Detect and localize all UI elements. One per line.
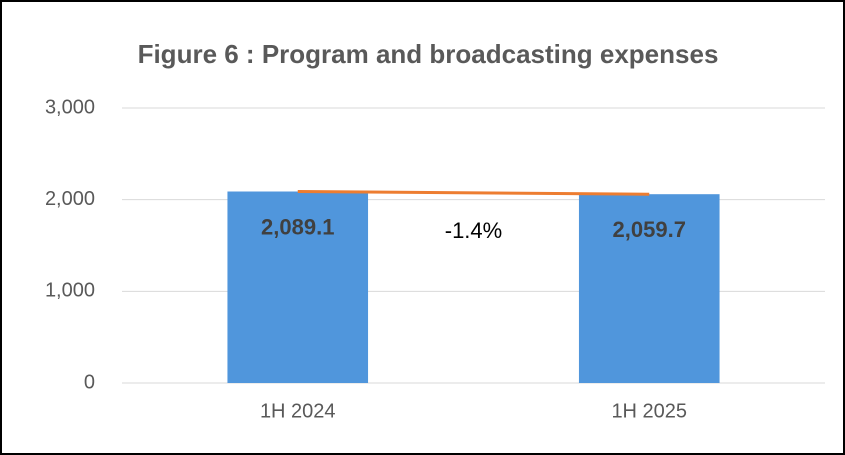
y-tick-label: 1,000 bbox=[45, 280, 95, 302]
chart-title: Figure 6 : Program and broadcasting expe… bbox=[138, 39, 719, 69]
trend-line bbox=[297, 189, 650, 196]
x-tick-label: 1H 2025 bbox=[611, 400, 687, 422]
data-label: 2,059.7 bbox=[613, 217, 686, 242]
y-tick-label: 0 bbox=[84, 371, 95, 393]
y-tick-label: 3,000 bbox=[45, 96, 95, 118]
bar bbox=[578, 194, 720, 383]
bar bbox=[227, 191, 369, 383]
x-tick-label: 1H 2024 bbox=[260, 400, 336, 422]
y-tick-label: 2,000 bbox=[45, 188, 95, 210]
annotation: -1.4% bbox=[445, 218, 502, 243]
data-label: 2,089.1 bbox=[261, 214, 334, 239]
